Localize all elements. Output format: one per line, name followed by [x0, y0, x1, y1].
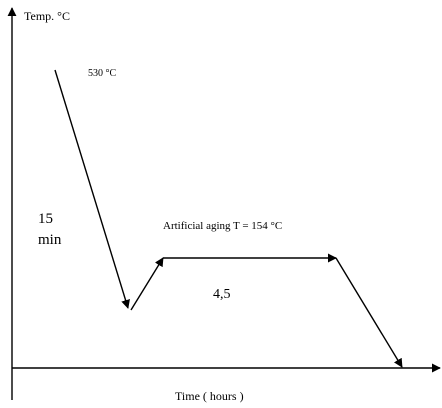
- quench-time-label: 15: [38, 211, 53, 227]
- aging-time-label: 4,5: [213, 287, 231, 302]
- x-axis-label: Time ( hours ): [175, 389, 244, 403]
- y-axis-label: Temp. °C: [24, 9, 70, 23]
- aging-label: Artificial aging T = 154 °C: [163, 220, 282, 232]
- heat-up-line: [130, 257, 164, 311]
- quench-unit-label: min: [38, 232, 62, 248]
- cool-down-line: [335, 257, 403, 368]
- quench-line: [54, 69, 130, 309]
- solution-temp-label: 530 °C: [88, 68, 116, 79]
